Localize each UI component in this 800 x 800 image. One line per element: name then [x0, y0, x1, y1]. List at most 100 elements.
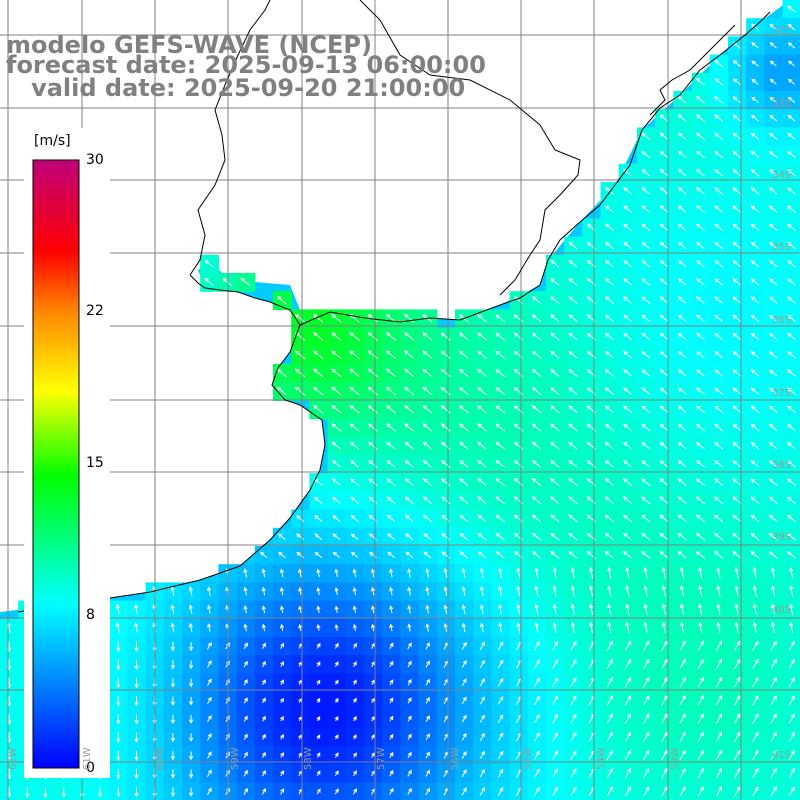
wind-arrow — [550, 387, 560, 396]
wind-arrow — [280, 788, 285, 795]
wind-arrow — [313, 386, 324, 396]
wind-arrow — [331, 405, 342, 414]
wind-arrow — [696, 314, 705, 322]
wind-arrow — [568, 532, 578, 541]
wind-arrow — [367, 405, 378, 414]
wind-arrow — [659, 278, 669, 286]
wind-arrow — [262, 679, 266, 686]
wind-arrow — [280, 770, 285, 777]
wind-arrow — [440, 423, 451, 432]
lat-label: 34S — [772, 170, 792, 181]
wind-arrow — [550, 496, 560, 505]
wind-arrow — [534, 585, 539, 597]
wind-arrow — [534, 622, 539, 633]
wind-arrow — [316, 679, 321, 685]
wind-arrow — [734, 585, 739, 597]
wind-arrow — [350, 551, 359, 559]
wind-arrow — [495, 314, 506, 323]
wind-arrow — [367, 350, 379, 360]
wind-arrow — [570, 659, 577, 669]
wind-arrow — [787, 23, 796, 31]
wind-arrow — [261, 642, 266, 649]
wind-arrow — [422, 350, 433, 359]
wind-arrow — [697, 786, 704, 797]
wind-arrow — [606, 768, 613, 779]
lat-label: 38S — [772, 460, 792, 471]
wind-arrow — [696, 369, 705, 377]
wind-arrow — [298, 605, 303, 614]
wind-arrow — [461, 750, 467, 759]
colorbar-tick-8: 8 — [86, 607, 95, 623]
wind-arrow — [661, 695, 668, 706]
wind-arrow — [479, 604, 485, 615]
wind-arrow — [732, 60, 741, 67]
wind-arrow — [531, 459, 542, 468]
wind-arrow — [425, 769, 431, 777]
wind-arrow — [677, 478, 687, 486]
wind-arrow — [495, 496, 505, 505]
wind-arrow — [732, 551, 742, 559]
wind-arrow — [789, 603, 794, 615]
wind-arrow — [604, 223, 614, 232]
wind-arrow — [425, 567, 430, 578]
wind-arrow — [334, 679, 339, 685]
wind-arrow — [385, 332, 397, 341]
wind-arrow — [389, 568, 394, 578]
wind-arrow — [188, 678, 194, 688]
wind-arrow — [477, 314, 487, 323]
wind-arrow — [751, 42, 759, 49]
wind-arrow — [461, 586, 466, 597]
wind-arrow — [714, 332, 723, 341]
wind-arrow — [497, 659, 504, 669]
wind-arrow — [641, 150, 651, 159]
wind-arrow — [714, 59, 723, 68]
wind-arrow — [534, 603, 539, 615]
wind-arrow — [641, 551, 651, 559]
wind-arrow — [713, 532, 724, 541]
wind-arrow — [422, 496, 432, 505]
wind-arrow — [498, 622, 503, 633]
wind-arrow — [350, 478, 360, 486]
wind-arrow — [787, 387, 796, 395]
wind-arrow — [370, 586, 375, 596]
wind-arrow — [407, 697, 412, 704]
wind-arrow — [568, 423, 578, 432]
wind-arrow — [604, 187, 614, 195]
wind-arrow — [733, 658, 741, 670]
wind-arrow — [534, 641, 540, 651]
wind-arrow — [714, 351, 723, 359]
wind-arrow — [734, 603, 739, 616]
wind-arrow — [170, 751, 176, 761]
wind-arrow — [750, 223, 760, 231]
wind-arrow — [262, 733, 266, 740]
wind-arrow — [643, 621, 648, 634]
wind-arrow — [243, 623, 248, 632]
wind-arrow — [788, 677, 795, 688]
wind-arrow — [606, 640, 613, 651]
wind-arrow — [750, 169, 760, 177]
wind-arrow — [495, 478, 505, 487]
wind-arrow — [696, 260, 705, 268]
wind-arrow — [331, 332, 342, 341]
wind-arrow — [750, 423, 760, 432]
wind-arrow — [531, 423, 542, 432]
wind-arrow — [624, 695, 632, 706]
wind-arrow — [316, 623, 321, 631]
wind-arrow — [386, 441, 396, 450]
wind-arrow — [134, 750, 139, 761]
wind-arrow — [768, 187, 778, 195]
wind-arrow — [659, 150, 669, 159]
wind-arrow — [677, 514, 687, 523]
wind-arrow — [695, 514, 706, 523]
wind-arrow — [677, 387, 687, 395]
wind-arrow — [588, 585, 594, 597]
wind-arrow — [788, 60, 795, 67]
wind-arrow — [659, 260, 669, 268]
wind-arrow — [732, 187, 742, 195]
wind-arrow — [407, 660, 412, 668]
wind-arrow — [624, 731, 632, 742]
wind-arrow — [422, 441, 433, 450]
wind-arrow — [679, 749, 686, 761]
wind-arrow — [261, 605, 266, 614]
